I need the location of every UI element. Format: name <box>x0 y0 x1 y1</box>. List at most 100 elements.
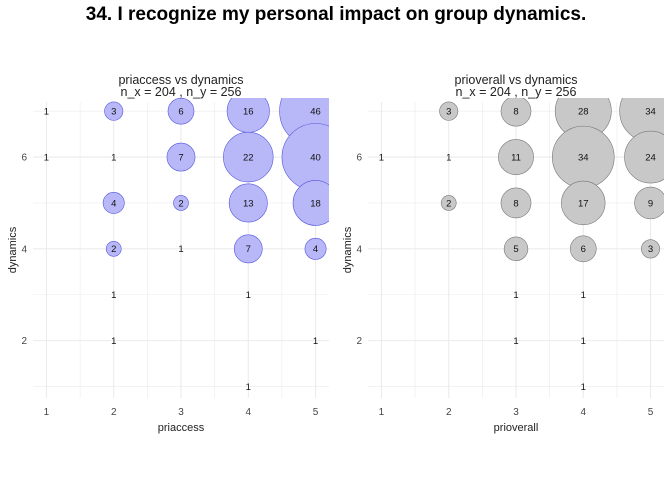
x-tick-label: 4 <box>245 407 251 418</box>
bubble-count-label: 1 <box>178 244 183 255</box>
data-point: 13 <box>228 183 268 223</box>
x-tick-label: 3 <box>513 407 519 418</box>
x-tick-label: 2 <box>111 407 117 418</box>
x-axis-label: priaccess <box>158 422 205 434</box>
bubble <box>498 139 534 175</box>
panel-title: priaccess vs dynamics <box>118 73 243 87</box>
data-point: 6 <box>569 235 597 263</box>
x-tick-label: 4 <box>580 407 586 418</box>
bubble-count-label: 1 <box>111 336 116 347</box>
bubble-count-label: 1 <box>581 336 586 347</box>
x-tick-label: 1 <box>44 407 50 418</box>
data-point: 7 <box>233 234 263 264</box>
bubble-count-label: 1 <box>111 290 116 301</box>
bubble <box>500 98 532 127</box>
data-point: 6 <box>167 98 195 125</box>
data-point: 4 <box>102 192 125 214</box>
bubble <box>166 142 196 172</box>
bubble-count-label: 1 <box>446 152 451 163</box>
panel-subtitle: n_x = 204 , n_y = 256 <box>121 85 242 99</box>
bubble <box>292 180 329 226</box>
bubble <box>641 239 661 259</box>
bubble-count-label: 18 <box>310 198 321 209</box>
data-point: 3 <box>641 239 661 259</box>
bubble-count-label: 6 <box>581 244 586 255</box>
x-tick-label: 1 <box>379 407 385 418</box>
bubble-count-label: 3 <box>111 106 116 117</box>
data-point: 2 <box>440 195 457 211</box>
bubble <box>228 183 268 223</box>
page-title: 34. I recognize my personal impact on gr… <box>85 4 587 25</box>
bubble <box>304 237 327 260</box>
data-point: 34 <box>552 125 615 189</box>
data-point: 1 <box>581 336 586 347</box>
bubble-count-label: 4 <box>313 244 318 255</box>
panel-title: prioverall vs dynamics <box>455 73 578 87</box>
bubble-count-label: 11 <box>511 152 521 163</box>
bubble <box>104 101 124 121</box>
bubble-count-label: 2 <box>446 198 451 209</box>
data-point: 9 <box>634 186 664 220</box>
bubble-count-label: 28 <box>578 106 589 117</box>
bubble-count-label: 1 <box>581 382 586 393</box>
data-point: 1 <box>111 336 116 347</box>
data-point: 1 <box>44 152 49 163</box>
y-tick-label: 6 <box>21 153 27 164</box>
bubble <box>102 192 125 214</box>
bubble-count-label: 1 <box>313 336 318 347</box>
bubble-count-label: 40 <box>310 152 321 163</box>
bubble-count-label: 16 <box>243 106 254 117</box>
data-point: 2 <box>105 241 122 257</box>
bubble <box>624 130 664 184</box>
bubble <box>439 101 459 121</box>
bubble-count-label: 1 <box>513 336 518 347</box>
data-point: 5 <box>503 236 529 262</box>
bubble <box>569 235 597 263</box>
data-point: 1 <box>44 106 49 117</box>
bubble-count-label: 8 <box>513 198 518 209</box>
x-tick-label: 5 <box>648 407 654 418</box>
data-point: 11 <box>498 139 534 175</box>
data-point: 1 <box>313 336 318 347</box>
y-tick-label: 6 <box>356 153 362 164</box>
y-axis-label: dynamics <box>7 226 19 273</box>
data-point: 1 <box>178 244 183 255</box>
y-axis-label: dynamics <box>342 226 354 273</box>
bubble-count-label: 2 <box>178 198 183 209</box>
bubble-count-label: 34 <box>645 106 656 117</box>
data-point: 4 <box>304 237 327 260</box>
bubble <box>440 195 457 211</box>
panel-subtitle: n_x = 204 , n_y = 256 <box>456 85 577 99</box>
y-tick-label: 4 <box>356 244 362 255</box>
x-tick-label: 2 <box>446 407 452 418</box>
bubble <box>167 98 195 125</box>
bubble-count-label: 3 <box>648 244 653 255</box>
bubble-count-label: 2 <box>111 244 116 255</box>
bubble-layer: 3 8 28 341 1 11 34 242 8 17 95 6 31 11 11 <box>379 98 664 393</box>
data-point: 8 <box>500 187 532 219</box>
bubble-count-label: 1 <box>379 152 384 163</box>
bubble <box>223 131 274 183</box>
data-point: 1 <box>581 290 586 301</box>
bubble-count-label: 1 <box>44 106 49 117</box>
bubble-count-label: 1 <box>246 290 251 301</box>
data-point: 3 <box>104 101 124 121</box>
data-point: 3 <box>439 101 459 121</box>
bubble-count-label: 17 <box>578 198 589 209</box>
bubble-count-label: 46 <box>310 106 321 117</box>
data-point: 7 <box>166 142 196 172</box>
bubble-count-label: 5 <box>513 244 518 255</box>
x-tick-label: 5 <box>313 407 319 418</box>
bubble-count-label: 3 <box>446 106 451 117</box>
bubble <box>561 180 606 226</box>
bubble <box>500 187 532 219</box>
bubble-count-label: 7 <box>178 152 183 163</box>
bubble-count-label: 4 <box>111 198 116 209</box>
bubble-count-label: 1 <box>246 382 251 393</box>
bubble <box>173 195 189 211</box>
bubble <box>503 236 529 262</box>
bubble-layer: 1 3 6 16 461 1 7 22 404 2 13 182 1 7 41 11 11 <box>44 98 329 393</box>
data-point: 17 <box>561 180 606 226</box>
